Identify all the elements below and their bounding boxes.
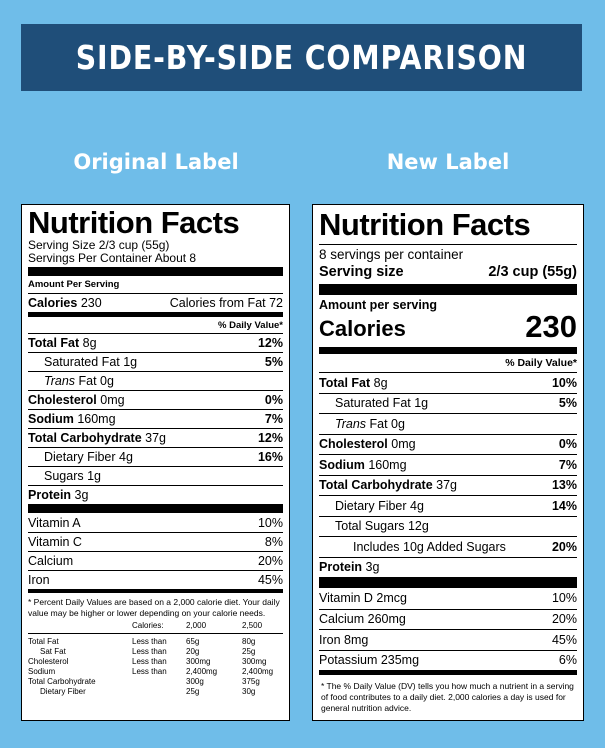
vitamin-row: Calcium 20% <box>28 551 283 570</box>
footnote: * Percent Daily Values are based on a 2,… <box>28 597 280 618</box>
nutrient-row-total-sugars: Total Sugars 12g <box>319 515 577 537</box>
vitamin-row: Iron 8mg 45% <box>319 629 577 650</box>
medium-divider <box>319 670 577 675</box>
footnote: * The % Daily Value (DV) tells you how m… <box>321 681 574 713</box>
nutrient-row-dietary-fiber: Dietary Fiber 4g 16% <box>28 447 283 466</box>
daily-values-table: Total Fat Less than 65g 80g Sat Fat Less tha… <box>28 637 274 696</box>
nutrient-row-total-fat: Total Fat 8g 10% <box>319 372 577 393</box>
servings-per-container: 8 servings per container <box>319 247 464 262</box>
thick-divider <box>28 504 283 513</box>
nutrient-row-protein: Protein 3g <box>319 556 577 578</box>
vitamin-row: Vitamin A 10% <box>28 515 283 530</box>
amount-per-serving: Amount per serving <box>319 298 438 312</box>
nutrition-facts-title: Nutrition Facts <box>28 205 240 240</box>
daily-values-table-header: Calories: 2,000 2,500 <box>132 621 263 630</box>
calories-row: Calories 230 <box>319 309 577 344</box>
nutrient-row-total-carbohydrate: Total Carbohydrate 37g 13% <box>319 474 577 496</box>
vitamin-row: Iron 45% <box>28 570 283 589</box>
serving-size: Serving Size 2/3 cup (55g) <box>28 238 170 252</box>
nutrient-row-sugars: Sugars 1g <box>28 466 283 485</box>
thick-divider <box>28 267 283 276</box>
nutrient-row-total-fat: Total Fat 8g 12% <box>28 333 283 352</box>
vitamin-row: Vitamin D 2mcg 10% <box>319 591 577 606</box>
amount-per-serving: Amount Per Serving <box>28 279 120 290</box>
vitamin-row: Potassium 235mg 6% <box>319 649 577 671</box>
divider <box>28 633 283 634</box>
vitamin-row: Vitamin C 8% <box>28 532 283 551</box>
divider <box>319 244 577 245</box>
nutrient-row-total-carbohydrate: Total Carbohydrate 37g 12% <box>28 428 283 447</box>
nutrition-facts-title: Nutrition Facts <box>319 207 531 242</box>
daily-value-header: % Daily Value* <box>218 319 283 331</box>
new-nutrition-label: Nutrition Facts 8 servings per container… <box>312 204 584 721</box>
nutrient-row-trans-fat: Trans Fat 0g <box>28 371 283 390</box>
banner-title: SIDE-BY-SIDE COMPARISON <box>75 38 528 77</box>
original-nutrition-label: Nutrition Facts Serving Size 2/3 cup (55… <box>21 204 290 721</box>
medium-divider <box>28 312 283 317</box>
calories-row: Calories 230 Calories from Fat 72 <box>28 293 283 312</box>
thick-divider <box>319 577 577 588</box>
medium-divider <box>28 589 283 593</box>
servings-per-container: Servings Per Container About 8 <box>28 251 197 265</box>
nutrient-row-dietary-fiber: Dietary Fiber 4g 14% <box>319 495 577 516</box>
nutrient-row-sodium: Sodium 160mg 7% <box>319 454 577 475</box>
nutrient-row-added-sugars: Includes 10g Added Sugars 20% <box>319 536 577 557</box>
nutrient-row-cholesterol: Cholesterol 0mg 0% <box>28 390 283 409</box>
nutrient-row-sodium: Sodium 160mg 7% <box>28 409 283 428</box>
thick-divider <box>319 284 577 295</box>
serving-size-row: Serving size 2/3 cup (55g) <box>319 264 577 280</box>
nutrient-row-trans-fat: Trans Fat 0g <box>319 413 577 434</box>
original-label-heading: Original Label <box>73 150 239 174</box>
nutrient-row-saturated-fat: Saturated Fat 1g 5% <box>28 352 283 371</box>
vitamin-row: Calcium 260mg 20% <box>319 608 577 630</box>
nutrient-row-cholesterol: Cholesterol 0mg 0% <box>319 433 577 455</box>
new-label-heading: New Label <box>386 150 510 174</box>
medium-divider <box>319 347 577 354</box>
nutrient-row-saturated-fat: Saturated Fat 1g 5% <box>319 392 577 414</box>
nutrient-row-protein: Protein 3g <box>28 485 283 504</box>
daily-value-header: % Daily Value* <box>505 357 577 369</box>
comparison-banner: SIDE-BY-SIDE COMPARISON <box>21 24 582 91</box>
